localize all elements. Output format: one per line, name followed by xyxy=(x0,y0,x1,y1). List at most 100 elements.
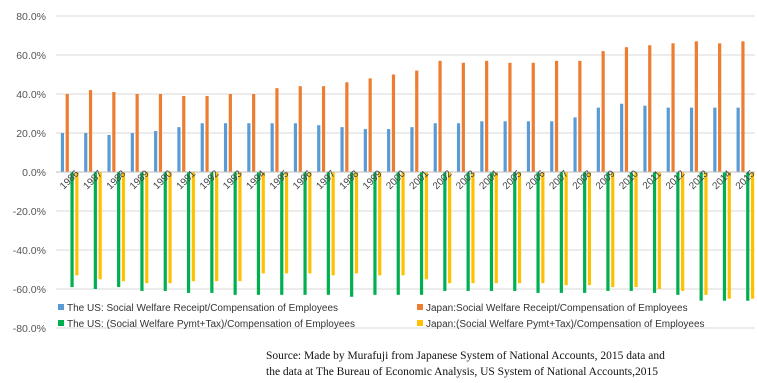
bar-4 xyxy=(634,172,638,288)
bar-2 xyxy=(368,78,372,172)
bar-4 xyxy=(587,172,592,286)
bar-4 xyxy=(657,172,661,289)
legend-label: Japan:Social Welfare Receipt/Compensatio… xyxy=(426,303,688,314)
bar-1 xyxy=(387,129,391,172)
bar-2 xyxy=(648,45,652,172)
bar-4 xyxy=(284,172,289,274)
bar-1 xyxy=(247,123,251,172)
bar-2 xyxy=(158,94,163,172)
bar-4 xyxy=(727,172,731,299)
bar-3 xyxy=(606,172,610,291)
bar-4 xyxy=(378,172,382,276)
legend-label: The US: (Social Welfare Pymt+Tax)/Compen… xyxy=(67,319,355,330)
y-tick-label: 80.0% xyxy=(16,11,46,23)
bar-4 xyxy=(704,172,708,295)
bar-4 xyxy=(215,172,219,282)
bar-4 xyxy=(541,172,545,284)
bar-4 xyxy=(168,172,172,284)
bar-3 xyxy=(419,172,424,295)
bar-4 xyxy=(564,172,568,286)
bar-4 xyxy=(401,172,405,276)
bar-3 xyxy=(513,172,517,291)
bar-3 xyxy=(186,172,191,293)
bar-2 xyxy=(415,70,419,172)
bar-2 xyxy=(65,94,69,172)
bar-3 xyxy=(210,172,214,293)
bar-3 xyxy=(746,172,750,301)
bar-4 xyxy=(238,172,242,282)
bar-2 xyxy=(485,60,489,172)
bar-2 xyxy=(601,51,605,172)
bar-3 xyxy=(280,172,284,295)
y-tick-label: 20.0% xyxy=(16,128,46,140)
bar-1 xyxy=(666,107,670,172)
bar-3 xyxy=(536,172,540,293)
bar-2 xyxy=(461,62,465,172)
y-tick-label: 0.0% xyxy=(22,167,46,179)
legend-swatch xyxy=(58,304,64,310)
bar-4 xyxy=(261,172,265,274)
bar-2 xyxy=(345,82,349,172)
bar-1 xyxy=(689,107,694,172)
bar-3 xyxy=(373,172,377,295)
bar-2 xyxy=(391,74,396,172)
y-tick-label: 40.0% xyxy=(16,89,46,101)
bar-4 xyxy=(517,172,522,284)
bar-1 xyxy=(503,121,507,172)
bar-1 xyxy=(177,127,181,172)
source-note: Source: Made by Murafuji from Japanese S… xyxy=(266,348,754,380)
bar-2 xyxy=(578,60,582,172)
bar-3 xyxy=(326,172,330,295)
bar-4 xyxy=(494,172,498,284)
bar-1 xyxy=(596,107,600,172)
bar-3 xyxy=(140,172,144,291)
bar-1 xyxy=(130,133,134,172)
bar-1 xyxy=(154,131,158,172)
bar-2 xyxy=(88,90,93,172)
legend-label: The US: Social Welfare Receipt/Compensat… xyxy=(67,303,338,314)
bar-2 xyxy=(694,41,698,172)
source-line-2: the data at The Bureau of Economic Analy… xyxy=(266,366,658,378)
y-tick-label: 60.0% xyxy=(16,50,46,62)
bar-3 xyxy=(699,172,703,301)
bar-3 xyxy=(93,172,97,289)
bar-2 xyxy=(321,86,326,172)
bar-2 xyxy=(228,94,232,172)
bar-2 xyxy=(135,94,139,172)
bar-4 xyxy=(331,172,335,276)
bar-4 xyxy=(121,172,126,282)
bar-1 xyxy=(550,121,554,172)
bar-2 xyxy=(438,60,442,172)
legend: The US: Social Welfare Receipt/Compensat… xyxy=(58,303,705,330)
bar-3 xyxy=(583,172,587,293)
bar-2 xyxy=(182,95,186,172)
y-tick-label: -60.0% xyxy=(13,284,46,296)
bar-3 xyxy=(559,172,563,293)
source-line-1: Source: Made by Murafuji from Japanese S… xyxy=(266,350,665,362)
bar-3 xyxy=(70,172,74,288)
bar-2 xyxy=(671,43,675,172)
bar-4 xyxy=(145,172,149,284)
bar-4 xyxy=(75,172,79,276)
chart: -80.0% -60.0% -40.0% -20.0% 0.0% 20.0% 40.0% 60… xyxy=(13,11,757,335)
bar-3 xyxy=(117,172,121,288)
bar-3 xyxy=(722,172,727,301)
y-tick-label: -20.0% xyxy=(13,206,46,218)
bar-3 xyxy=(489,172,494,291)
bar-2 xyxy=(741,41,745,172)
bar-3 xyxy=(676,172,680,295)
bar-4 xyxy=(354,172,359,274)
bar-3 xyxy=(396,172,400,295)
bar-4 xyxy=(750,172,755,299)
bar-1 xyxy=(526,121,531,172)
legend-swatch xyxy=(417,320,423,326)
bar-1 xyxy=(433,123,437,172)
legend-label: Japan:(Social Welfare Pymt+Tax)/Compensa… xyxy=(426,319,705,330)
bar-4 xyxy=(611,172,615,288)
bar-4 xyxy=(308,172,312,274)
bar-4 xyxy=(681,172,685,291)
bar-2 xyxy=(298,86,302,172)
bar-4 xyxy=(98,172,102,280)
bar-2 xyxy=(275,88,279,172)
bar-3 xyxy=(350,172,354,297)
